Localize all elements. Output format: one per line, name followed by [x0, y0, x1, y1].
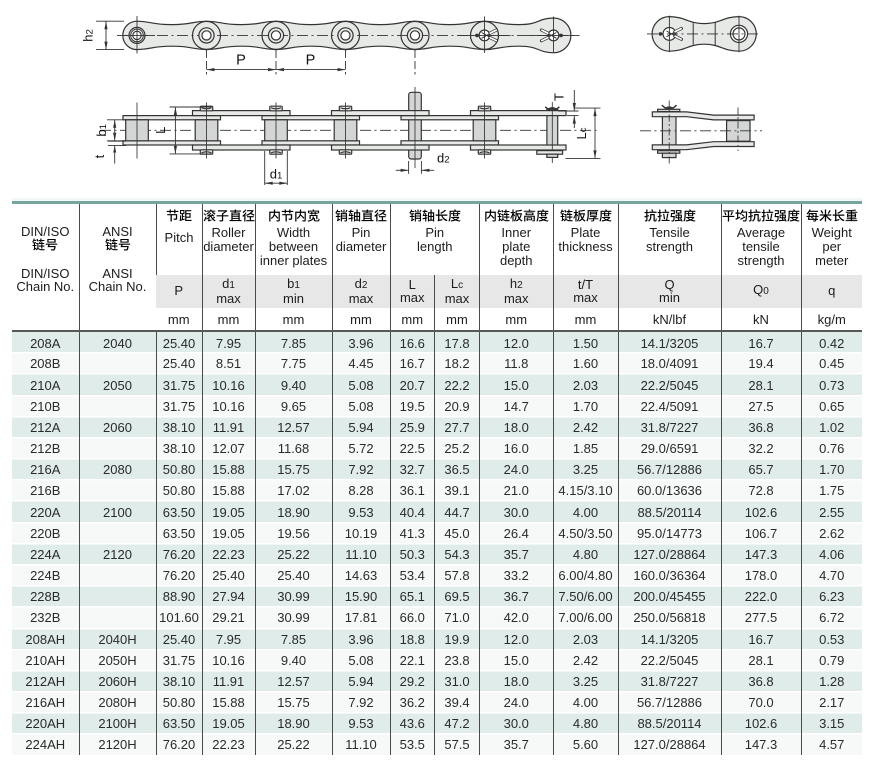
svg-text:t: t [92, 154, 107, 158]
svg-text:h2: h2 [81, 29, 96, 42]
svg-text:Lc: Lc [574, 127, 589, 139]
svg-text:b1: b1 [94, 124, 109, 137]
svg-text:d2: d2 [437, 150, 450, 165]
svg-text:P: P [306, 53, 316, 69]
svg-text:L: L [153, 127, 168, 134]
svg-text:P: P [236, 53, 246, 69]
svg-text:T: T [552, 93, 567, 101]
svg-text:d1: d1 [270, 167, 283, 182]
